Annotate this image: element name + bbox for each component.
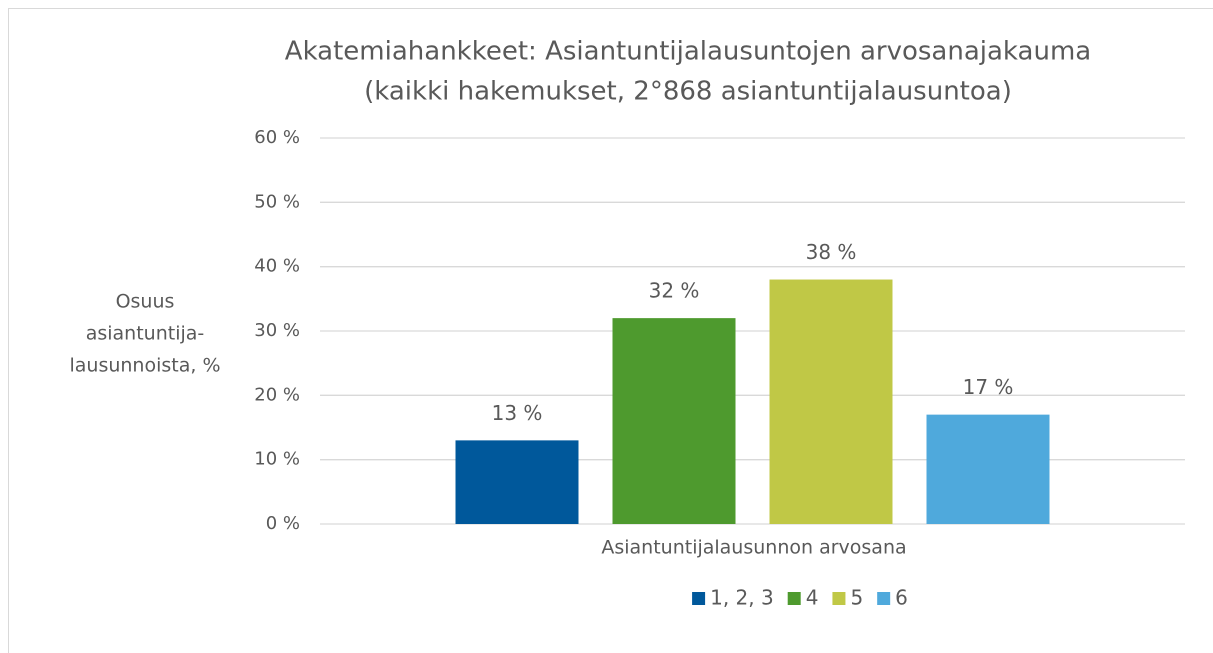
bar [926, 414, 1050, 524]
legend-swatch [692, 592, 706, 605]
legend-label: 4 [806, 586, 819, 610]
legend-swatch [832, 592, 846, 605]
data-label: 17 % [963, 375, 1014, 399]
legend-swatch [787, 592, 801, 605]
bar [612, 318, 736, 524]
legend-label: 1, 2, 3 [710, 586, 774, 610]
y-tick-label: 20 % [254, 384, 300, 405]
legend-swatch [877, 592, 891, 605]
legend-label: 6 [895, 586, 908, 610]
y-tick-label: 50 % [254, 191, 300, 212]
chart-title: Akatemiahankkeet: Asiantuntijalausuntoje… [285, 37, 1091, 67]
y-axis-label: lausunnoista, % [69, 355, 220, 377]
y-tick-label: 10 % [254, 449, 300, 470]
chart-subtitle: (kaikki hakemukset, 2°868 asiantuntijala… [364, 77, 1012, 107]
y-tick-label: 40 % [254, 256, 300, 277]
data-label: 13 % [492, 401, 543, 425]
legend-label: 5 [850, 586, 863, 610]
y-tick-label: 30 % [254, 320, 300, 341]
y-axis-label: Osuus [116, 291, 175, 313]
y-tick-label: 0 % [266, 513, 300, 534]
x-axis-label: Asiantuntijalausunnon arvosana [601, 537, 906, 559]
y-axis-label: asiantuntija- [86, 323, 205, 345]
bar [455, 440, 579, 524]
y-tick-label: 60 % [254, 127, 300, 148]
data-label: 38 % [806, 240, 857, 264]
data-label: 32 % [649, 279, 700, 303]
chart-frame [8, 8, 1213, 653]
bar [769, 279, 893, 524]
